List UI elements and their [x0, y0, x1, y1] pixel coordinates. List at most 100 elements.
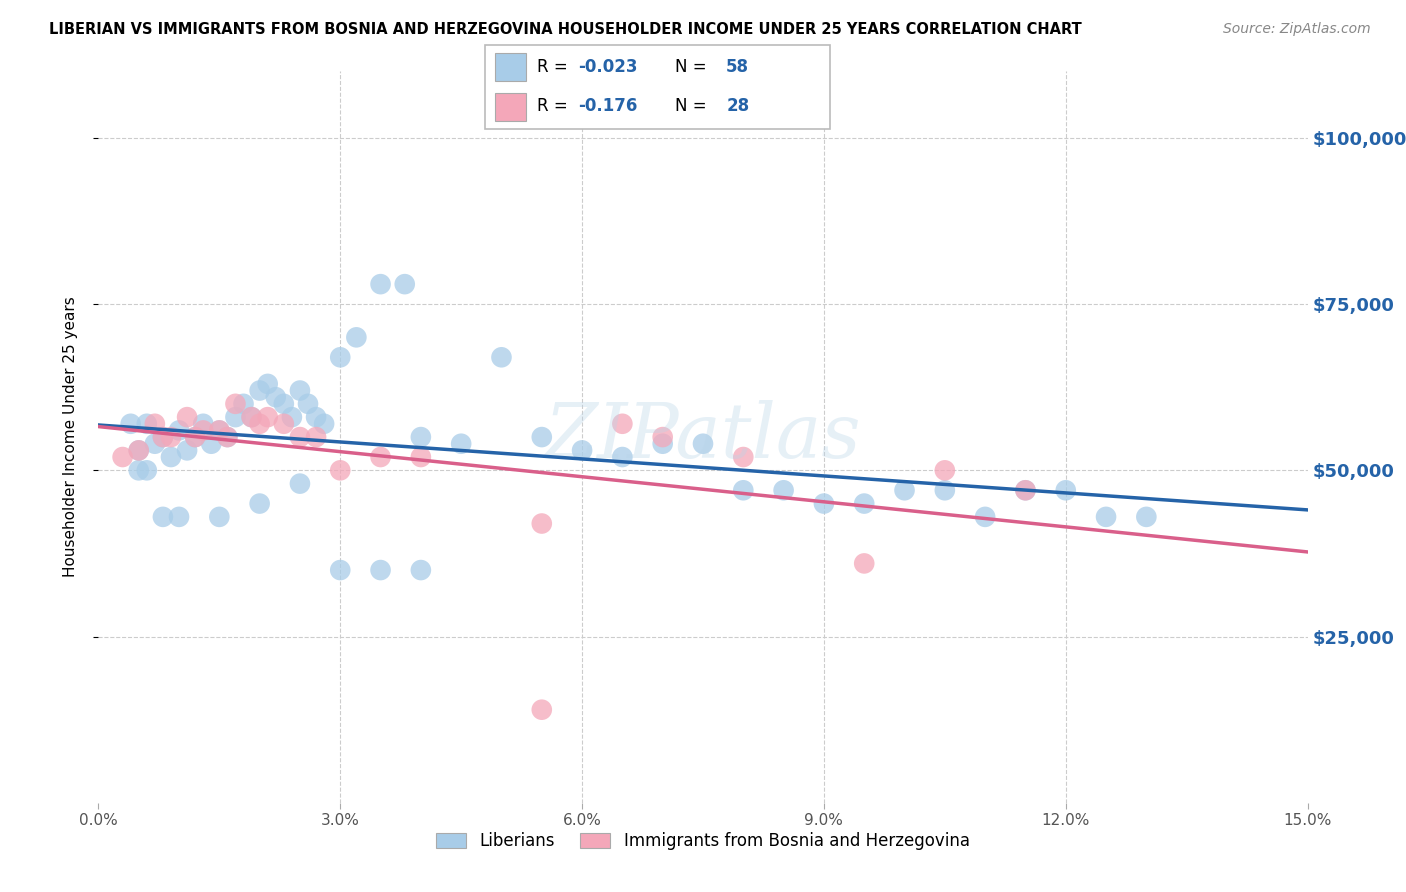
Point [893, 483, 915, 498]
Point [571, 443, 593, 458]
Point [394, 277, 416, 292]
Point [217, 430, 239, 444]
Point [232, 397, 254, 411]
FancyBboxPatch shape [495, 54, 526, 81]
Point [305, 430, 328, 444]
Text: 28: 28 [725, 97, 749, 115]
Text: R =: R = [537, 58, 572, 76]
Point [273, 397, 295, 411]
Point [281, 410, 304, 425]
Point [853, 557, 876, 571]
Point [530, 703, 553, 717]
Point [152, 430, 174, 444]
Point [256, 376, 278, 391]
Point [288, 384, 311, 398]
Point [176, 443, 198, 458]
Text: N =: N = [675, 58, 711, 76]
Point [184, 430, 207, 444]
Point [651, 430, 673, 444]
Point [288, 430, 311, 444]
Point [224, 397, 246, 411]
Point [491, 351, 513, 365]
Point [612, 417, 634, 431]
Point [200, 436, 222, 450]
Point [530, 430, 553, 444]
Point [1014, 483, 1036, 498]
Point [370, 277, 392, 292]
Point [344, 330, 367, 344]
Point [692, 436, 714, 450]
Point [772, 483, 794, 498]
Point [733, 450, 755, 464]
Point [128, 463, 150, 477]
Point [370, 563, 392, 577]
Point [530, 516, 553, 531]
Point [264, 390, 287, 404]
Point [256, 410, 278, 425]
Point [450, 436, 472, 450]
Point [733, 483, 755, 498]
Point [934, 463, 956, 477]
Point [240, 410, 263, 425]
Point [208, 424, 231, 438]
Point [249, 384, 271, 398]
Text: -0.176: -0.176 [578, 97, 637, 115]
Point [152, 509, 174, 524]
Point [167, 509, 190, 524]
Point [314, 417, 336, 431]
FancyBboxPatch shape [485, 45, 830, 129]
Point [111, 450, 134, 464]
Point [370, 450, 392, 464]
Point [249, 417, 271, 431]
Point [152, 430, 174, 444]
Text: ZIPatlas: ZIPatlas [544, 401, 862, 474]
Point [813, 497, 835, 511]
Point [329, 463, 352, 477]
Point [167, 424, 190, 438]
Point [128, 443, 150, 458]
Point [135, 417, 157, 431]
Point [160, 430, 183, 444]
Y-axis label: Householder Income Under 25 years: Householder Income Under 25 years [63, 297, 77, 577]
Point [329, 351, 352, 365]
Point [143, 436, 166, 450]
Point [224, 410, 246, 425]
Point [143, 417, 166, 431]
Point [1135, 509, 1157, 524]
Point [160, 450, 183, 464]
Point [974, 509, 997, 524]
Text: N =: N = [675, 97, 711, 115]
Point [217, 430, 239, 444]
Point [193, 417, 215, 431]
Text: Source: ZipAtlas.com: Source: ZipAtlas.com [1223, 22, 1371, 37]
Text: -0.023: -0.023 [578, 58, 637, 76]
Point [176, 410, 198, 425]
Point [409, 563, 432, 577]
Point [1054, 483, 1077, 498]
Text: R =: R = [537, 97, 572, 115]
Point [208, 509, 231, 524]
Point [249, 497, 271, 511]
Point [651, 436, 673, 450]
Point [193, 424, 215, 438]
Legend: Liberians, Immigrants from Bosnia and Herzegovina: Liberians, Immigrants from Bosnia and He… [430, 825, 976, 856]
Point [409, 450, 432, 464]
Point [1014, 483, 1036, 498]
FancyBboxPatch shape [495, 93, 526, 120]
Point [305, 410, 328, 425]
Point [329, 563, 352, 577]
Point [135, 463, 157, 477]
Point [120, 417, 142, 431]
Point [1095, 509, 1118, 524]
Point [297, 397, 319, 411]
Point [934, 483, 956, 498]
Point [612, 450, 634, 464]
Point [128, 443, 150, 458]
Point [273, 417, 295, 431]
Point [208, 424, 231, 438]
Point [853, 497, 876, 511]
Text: 58: 58 [725, 58, 749, 76]
Point [409, 430, 432, 444]
Point [240, 410, 263, 425]
Text: LIBERIAN VS IMMIGRANTS FROM BOSNIA AND HERZEGOVINA HOUSEHOLDER INCOME UNDER 25 Y: LIBERIAN VS IMMIGRANTS FROM BOSNIA AND H… [49, 22, 1083, 37]
